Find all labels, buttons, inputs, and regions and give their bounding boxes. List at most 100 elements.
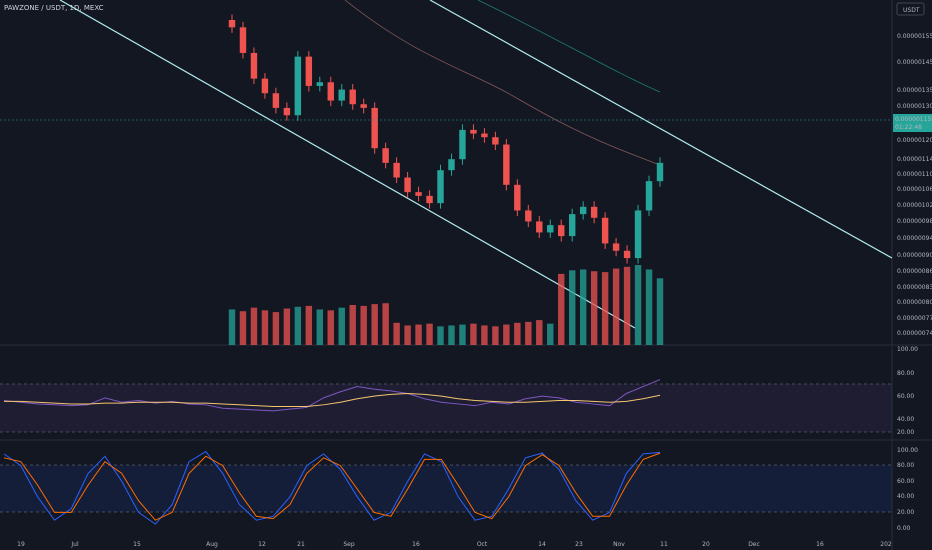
volume-bar — [327, 310, 334, 345]
time-tick-label: 23 — [575, 541, 583, 548]
stoch-d-line — [3, 452, 661, 521]
candle-body[interactable] — [612, 243, 620, 251]
currency-badge[interactable] — [896, 2, 925, 16]
volume-bar — [272, 312, 280, 345]
price-tick-label: 0.0000015500 — [897, 33, 932, 40]
volume-bar — [645, 269, 653, 345]
time-tick-label: 19 — [17, 541, 25, 548]
price-tick-label: 0.0000008000 — [897, 299, 932, 306]
price-tick-label: 0.0000010600 — [897, 186, 932, 193]
price-tick-label: 0.0000008300 — [897, 284, 932, 291]
candle-body[interactable] — [492, 137, 499, 145]
candle-body[interactable] — [316, 82, 324, 86]
candle-body[interactable] — [558, 225, 565, 237]
time-tick-label: 12 — [258, 541, 266, 548]
volume-bar — [514, 322, 521, 345]
candle-body[interactable] — [371, 107, 378, 149]
volume-bar — [470, 323, 477, 345]
volume-bar — [459, 324, 466, 345]
volume-bar — [283, 308, 291, 345]
rsi-tick-label: 100.00 — [897, 346, 918, 353]
candle-body[interactable] — [525, 210, 532, 222]
stoch-tick-label: 100.00 — [897, 447, 918, 454]
candle-body[interactable] — [645, 181, 653, 211]
candle-body[interactable] — [283, 107, 291, 116]
candle-body[interactable] — [601, 217, 609, 244]
volume-bar — [656, 278, 664, 345]
volume-bar — [393, 322, 400, 345]
volume-bar — [437, 326, 444, 345]
candle-body[interactable] — [547, 225, 554, 233]
candle-body[interactable] — [437, 170, 444, 204]
price-tick-label: 0.0000008600 — [897, 268, 932, 275]
candle-body[interactable] — [250, 52, 258, 79]
stoch-tick-label: 0.00 — [897, 525, 911, 532]
candle-body[interactable] — [634, 210, 642, 259]
candle-body[interactable] — [579, 206, 587, 215]
symbol-label: PAWZONE / USDT, 1D, MEXC — [4, 4, 104, 12]
candle-body[interactable] — [349, 89, 356, 105]
candle-body[interactable] — [327, 82, 334, 101]
stoch-tick-label: 40.00 — [897, 493, 914, 500]
price-tick-label: 0.0000007420 — [897, 330, 932, 337]
candle-body[interactable] — [404, 177, 411, 193]
volume-bar — [481, 325, 488, 345]
candle-body[interactable] — [294, 56, 302, 116]
time-tick-label: Sep — [343, 541, 355, 548]
price-tick-label: 0.0000013000 — [897, 103, 932, 110]
candle-body[interactable] — [459, 129, 466, 160]
candle-body[interactable] — [470, 129, 477, 134]
candle-body[interactable] — [590, 206, 598, 218]
rsi-ma-line — [4, 392, 661, 408]
last-price-badge — [893, 114, 932, 132]
candle-body[interactable] — [426, 195, 433, 204]
rsi-tick-label: 40.00 — [897, 416, 914, 423]
volume-bar — [338, 307, 345, 345]
candle-body[interactable] — [382, 148, 389, 163]
ma-long-line — [477, 0, 661, 93]
volume-bar — [239, 311, 247, 345]
upper-trendline[interactable] — [429, 0, 893, 259]
candle-body[interactable] — [568, 214, 576, 237]
price-tick-label: 0.0000014500 — [897, 59, 932, 66]
candle-body[interactable] — [261, 78, 269, 94]
volume-bar — [634, 265, 642, 345]
time-tick-label: 202 — [880, 541, 892, 548]
volume-bar — [448, 325, 455, 345]
stoch-tick-label: 80.00 — [897, 462, 914, 469]
volume-bar — [590, 271, 598, 345]
candle-body[interactable] — [338, 89, 345, 101]
candle-body[interactable] — [514, 184, 521, 211]
candle-body[interactable] — [656, 162, 664, 182]
volume-bar — [316, 309, 324, 345]
lower-trendline[interactable] — [59, 0, 636, 329]
volume-bar — [371, 304, 378, 345]
candle-body[interactable] — [228, 20, 236, 28]
rsi-tick-label: 80.00 — [897, 370, 914, 377]
candle-body[interactable] — [623, 250, 631, 259]
volume-bar — [568, 270, 576, 345]
time-tick-label: Oct — [477, 541, 488, 548]
candle-body[interactable] — [448, 159, 455, 171]
candle-body[interactable] — [239, 27, 247, 53]
candle-body[interactable] — [393, 162, 400, 178]
candle-body[interactable] — [481, 133, 488, 138]
candle-body[interactable] — [536, 221, 543, 233]
ma-short-line — [344, 0, 661, 166]
candle-body[interactable] — [360, 104, 367, 108]
volume-bar — [503, 324, 510, 345]
candle-body[interactable] — [305, 56, 313, 86]
candle-body[interactable] — [415, 192, 422, 196]
time-tick-label: 21 — [297, 541, 305, 548]
price-tick-label: 0.0000009400 — [897, 235, 932, 242]
time-tick-label: 15 — [133, 541, 141, 548]
time-tick-label: Jul — [70, 541, 79, 548]
candle-body[interactable] — [503, 144, 510, 185]
candle-body[interactable] — [272, 93, 280, 108]
volume-bar — [536, 320, 543, 345]
volume-bar — [228, 309, 236, 345]
last-price-value: 0.0000011584 — [895, 116, 932, 123]
volume-bar — [305, 305, 313, 345]
volume-bar — [525, 321, 532, 345]
